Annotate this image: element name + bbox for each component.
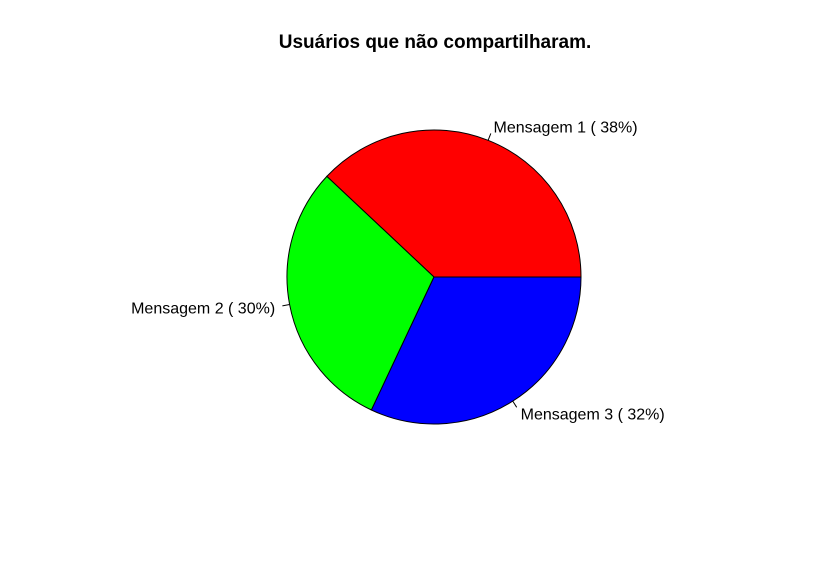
pie-leader-3: [512, 400, 518, 408]
pie-label-3: Mensagem 3 ( 32%): [521, 407, 665, 424]
pie-slices: [286, 129, 582, 425]
pie-slice-3: [370, 276, 582, 425]
pie-leader-1: [487, 133, 492, 141]
pie-slice-2: [286, 175, 435, 411]
pie-label-1: Mensagem 1 ( 38%): [494, 120, 638, 137]
chart-title: Usuários que não compartilharam.: [279, 32, 592, 53]
pie-slice-1: [326, 129, 582, 278]
pie-labels: Mensagem 1 ( 38%) Mensagem 2 ( 30%) Mensag…: [131, 120, 665, 424]
pie-leader-2: [282, 304, 290, 307]
pie-label-2: Mensagem 2 ( 30%): [131, 300, 275, 317]
